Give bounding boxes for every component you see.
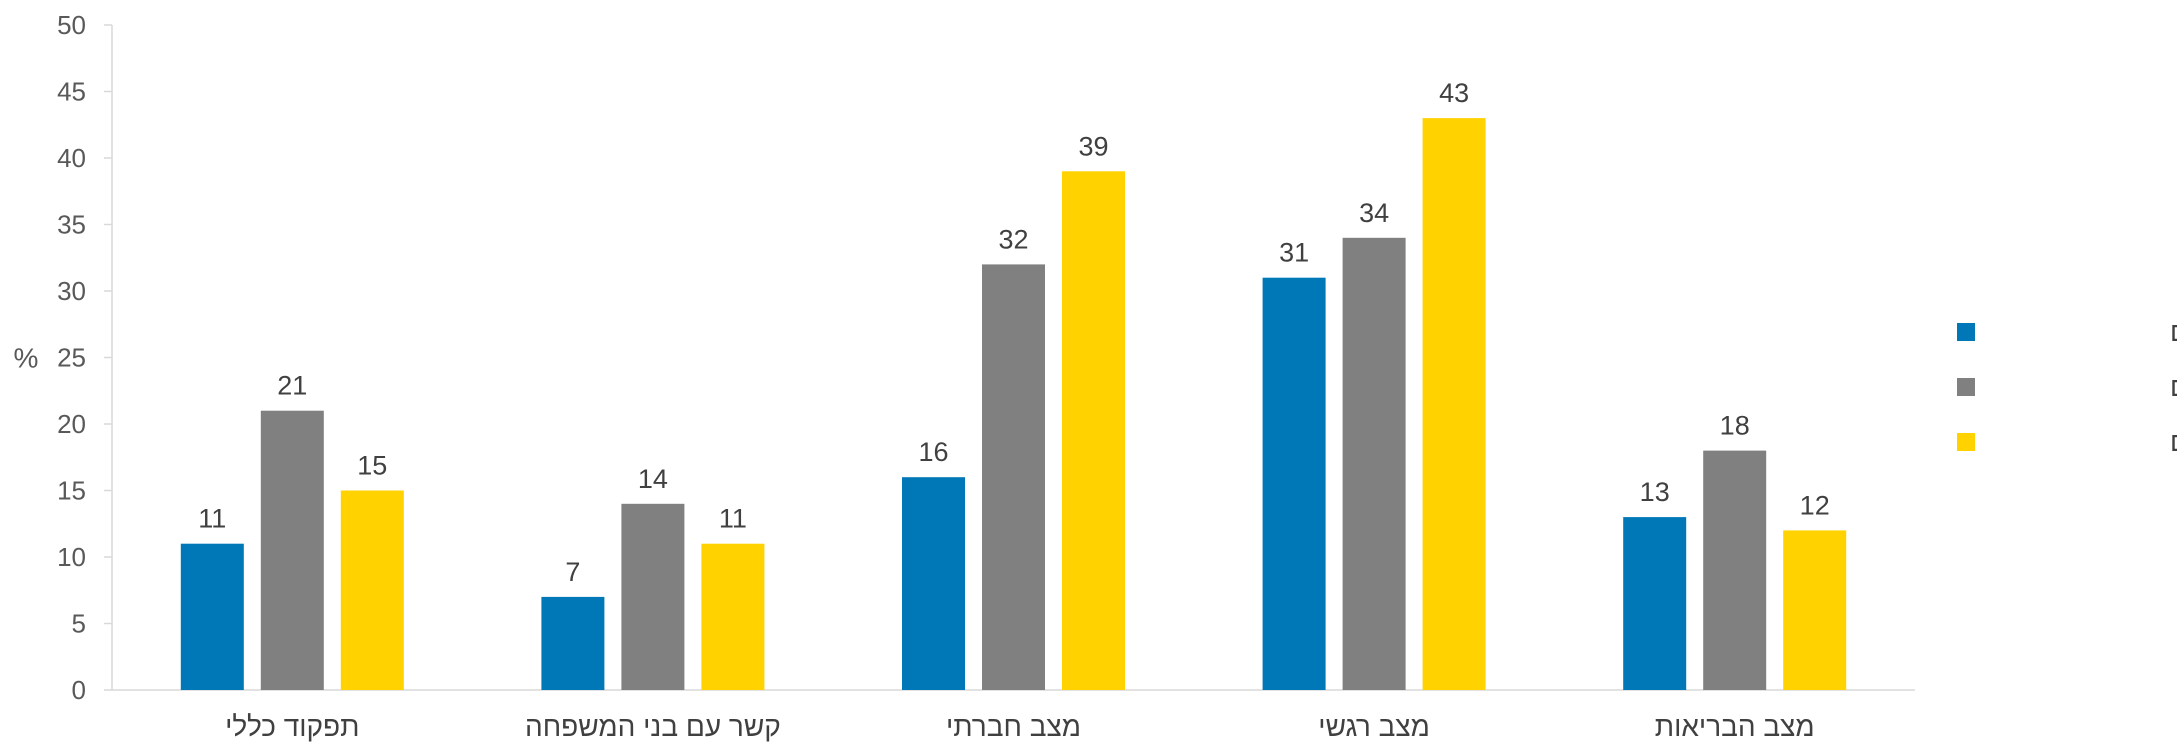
y-tick-label: 45	[57, 77, 86, 107]
legend-swatch	[1957, 378, 1975, 396]
bar	[1262, 277, 1326, 690]
legend-label: חרדים	[2170, 317, 2177, 347]
y-tick-label: 15	[57, 476, 86, 506]
bar-value-label: 16	[918, 437, 948, 467]
bar	[1342, 237, 1406, 691]
x-category-label: מצב חברתי	[946, 711, 1081, 742]
bar	[982, 264, 1045, 690]
data-labels: 11 21 15 7 14 11 16 32 39 31 34 43 13 18 12	[198, 78, 1829, 587]
y-tick-label: 30	[57, 276, 86, 306]
legend-label: ערבים	[2170, 372, 2177, 402]
bars	[180, 118, 1847, 691]
y-tick-label: 0	[72, 675, 86, 705]
bar	[1062, 171, 1125, 691]
bar-value-label: 11	[198, 504, 226, 534]
bar	[1422, 118, 1486, 691]
y-tick-label: 10	[57, 542, 86, 572]
legend-label: יהודים לא חרדים	[2170, 427, 2177, 457]
bar-value-label: 11	[719, 504, 747, 534]
bar	[541, 596, 605, 690]
bar	[1783, 530, 1847, 690]
bar-value-label: 31	[1279, 238, 1309, 268]
bar	[701, 543, 765, 690]
x-category-label: תפקוד כללי	[225, 711, 359, 742]
bar-value-label: 14	[638, 464, 668, 494]
y-tick-label: 25	[57, 343, 86, 373]
x-category-label: מצב רגשי	[1318, 711, 1430, 742]
y-axis-title: %	[14, 343, 39, 374]
bar	[180, 543, 244, 690]
y-tick-label: 20	[57, 409, 86, 439]
bar	[260, 410, 324, 690]
legend-swatch	[1957, 323, 1975, 341]
bar-value-label: 18	[1720, 411, 1750, 441]
y-tick-label: 35	[57, 210, 86, 240]
legend-swatch	[1957, 433, 1975, 451]
bar-value-label: 15	[357, 451, 387, 481]
bar	[340, 490, 404, 690]
bar	[902, 477, 965, 690]
axes: 0 5 10 15 20 25 30 35 40 45 50% תפקוד כללי קשר עם בנ…	[14, 10, 1915, 742]
bar-value-label: 32	[998, 224, 1028, 254]
bar-value-label: 13	[1640, 477, 1670, 507]
bar-value-label: 39	[1078, 131, 1108, 161]
bar-value-label: 12	[1800, 490, 1830, 520]
bar	[1623, 517, 1687, 690]
bar	[621, 503, 685, 690]
y-tick-label: 5	[72, 609, 86, 639]
bar	[1703, 450, 1767, 690]
y-tick-label: 50	[57, 10, 86, 40]
x-category-label: קשר עם בני המשפחה	[525, 711, 781, 742]
bar-value-label: 7	[565, 557, 580, 587]
bar-value-label: 34	[1359, 198, 1389, 228]
x-category-label: מצב הבריאות	[1655, 711, 1815, 742]
bar-value-label: 43	[1439, 78, 1469, 108]
legend: חרדים ערבים יהודים לא חרדים	[1957, 317, 2177, 457]
bar-value-label: 21	[277, 371, 307, 401]
y-tick-label: 40	[57, 143, 86, 173]
